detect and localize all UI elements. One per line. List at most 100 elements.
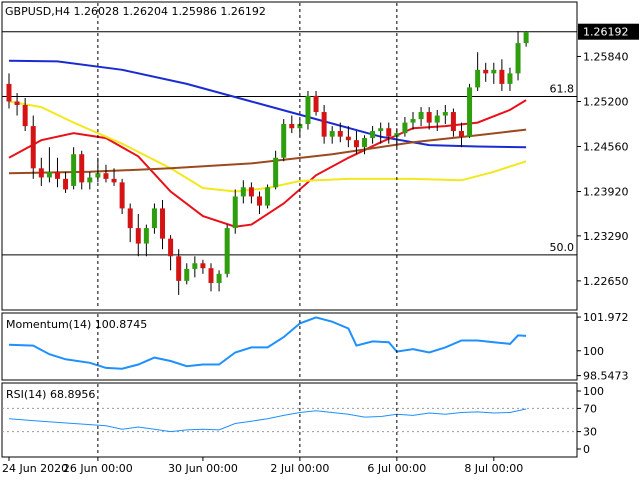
candle-body [184,268,190,281]
rsi-tick-label: 100 [583,385,604,398]
candle-body [54,171,60,179]
candle-body [95,173,101,178]
candle-body [265,187,271,206]
candle-body [410,119,416,123]
moving-average-line [8,99,527,228]
candle-body [426,112,432,123]
candle-body [30,126,36,169]
candle-body [450,112,456,132]
candle-body [79,154,85,183]
momentum-tick-label: 98.5473 [583,370,629,383]
candle-body [63,178,69,190]
candle-body [289,123,295,129]
candle-body [71,154,77,186]
rsi-tick-label: 0 [583,443,590,456]
time-tick-label: 24 Jun 2020 [2,462,68,475]
candle-body [362,138,368,148]
candle-body [418,112,424,120]
candle-body [499,69,505,84]
price-tick-label: 1.23920 [583,186,629,199]
candle-body [14,101,20,105]
candle-body [200,263,206,269]
candle-body [507,73,513,84]
rsi-tick-label: 30 [583,426,597,439]
candle-body [168,238,174,257]
rsi-tick-label: 70 [583,402,597,415]
candle-body [248,187,254,197]
candle-body [523,31,529,44]
time-tick-label: 2 Jul 00:00 [270,462,329,475]
candle-body [160,208,166,239]
candle-body [151,208,157,229]
candle-body [119,182,125,209]
current-price-label: 1.26192 [583,26,629,39]
momentum-title: Momentum(14) 100.8745 [6,318,147,331]
rsi-title: RSI(14) 68.8956 [6,388,95,401]
candle-body [378,128,384,132]
candle-body [353,140,359,148]
candle-body [22,105,28,127]
rsi-line [8,408,527,433]
candle-body [370,131,376,139]
candle-body [224,228,230,274]
candle-body [87,177,93,183]
candle-body [240,187,246,197]
chart-header: GBPUSD,H4 1.26028 1.26204 1.25986 1.2619… [5,5,266,18]
candle-body [232,196,238,229]
candle-body [402,122,408,134]
fib-level-label: 61.8 [550,83,575,96]
candle-body [208,268,214,283]
candle-body [273,157,279,188]
candle-body [337,131,343,137]
candle-body [176,256,182,281]
current-price-box [578,23,639,40]
candle-body [6,83,12,102]
candle-body [321,112,327,137]
candle-body [46,171,52,178]
candle-body [143,228,149,244]
price-plot: 61.8 50.0 [2,31,577,295]
momentum-tick-label: 100 [583,345,604,358]
candle-body [345,136,351,141]
fib-level-label: 50.0 [550,241,575,254]
candle-body [38,168,44,178]
candle-body [329,131,335,137]
time-tick-label: 6 Jul 00:00 [367,462,426,475]
time-tick-label: 26 Jun 00:00 [63,462,133,475]
candle-body [256,196,262,206]
price-tick-label: 1.24560 [583,141,629,154]
momentum-tick-label: 101.972 [583,311,629,324]
price-panel [1,1,578,311]
candle-body [475,69,481,88]
candle-body [135,228,141,244]
candle-body [491,69,497,74]
candle-body [458,131,464,137]
candle-body [313,95,319,113]
price-tick-label: 1.25200 [583,95,629,108]
axes: 1.25840 1.25200 1.24560 1.23920 1.23290 1.226… [2,3,639,475]
candle-body [386,128,392,137]
moving-average-line [8,128,527,175]
price-tick-label: 1.25840 [583,50,629,63]
candle-body [127,208,133,229]
price-tick-label: 1.23290 [583,230,629,243]
time-tick-label: 8 Jul 00:00 [464,462,523,475]
candle-body [216,273,222,283]
candle-body [434,115,440,123]
candle-body [297,123,303,129]
time-tick-label: 30 Jun 00:00 [168,462,238,475]
candle-body [515,43,521,74]
candle-body [305,95,311,124]
momentum-plot [8,316,527,370]
price-tick-label: 1.22650 [583,275,629,288]
candle-body [442,112,448,116]
candle-body [483,69,489,74]
candle-body [103,173,109,179]
candle-body [467,87,473,137]
moving-average-line [8,59,527,149]
candle-body [192,263,198,269]
candle-body [281,123,287,158]
candle-body [111,178,117,183]
momentum-line [8,316,527,370]
